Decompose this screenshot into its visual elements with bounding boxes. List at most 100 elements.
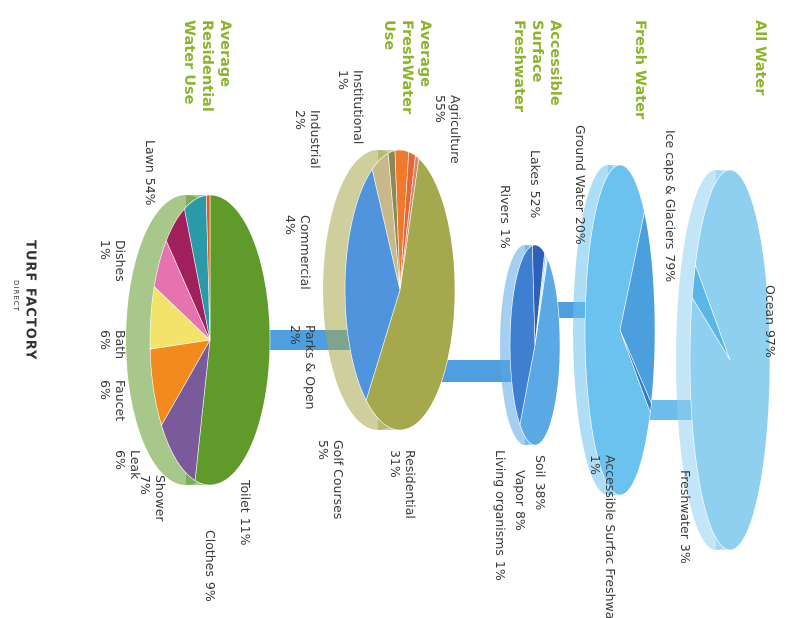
section-title: AverageFreshWaterUse <box>381 20 433 115</box>
slice-label: Soil 38% <box>534 455 549 510</box>
title-line: Average <box>217 20 233 87</box>
slice-category: Rivers <box>499 185 514 224</box>
slice-label: Accessible Surfac Freshwater1% <box>589 455 619 618</box>
slice-value: 4% <box>284 215 299 235</box>
slice-category: Ground Water <box>574 125 589 213</box>
pie-slice <box>399 155 420 291</box>
slice-category: Toilet <box>239 479 254 513</box>
slice-value: 6% <box>99 330 114 350</box>
slice-label: Institutional1% <box>337 70 367 144</box>
pie-slice <box>619 329 652 413</box>
slice-category: Ice caps & Glaciers <box>664 130 679 249</box>
slice-value: 2% <box>289 325 304 345</box>
slice-category: Living organisms <box>494 450 509 556</box>
slice-label: Rivers 1% <box>499 185 514 249</box>
logo: TURF FACTORY DIRECT <box>12 240 38 360</box>
title-line: Average <box>417 20 433 87</box>
slice-value: 1% <box>99 240 114 260</box>
slice-category: Agriculture <box>449 95 464 164</box>
slice-value: 2% <box>294 110 309 130</box>
pie-chart: Fresh Water Ice caps & Glaciers 79% Ground … <box>573 20 679 618</box>
slice-label: Industrial2% <box>294 110 324 169</box>
slice-label: Vapor 8% <box>514 470 529 531</box>
slice-category: Accessible Surfac Freshwater <box>604 455 619 618</box>
slice-category: Shower <box>154 475 169 522</box>
slice-label: Leak6% <box>114 450 144 480</box>
slice-category: Vapor <box>514 470 529 507</box>
pie-slice <box>149 339 211 426</box>
pie-slice <box>205 194 211 341</box>
slice-value: 97% <box>764 330 779 358</box>
slice-label: Lakes 52% <box>529 150 544 219</box>
slice-label: Faucet6% <box>99 380 129 421</box>
slice-category: Soil <box>534 455 549 478</box>
pie-slice <box>691 264 731 361</box>
pie-slice <box>534 254 548 346</box>
slice-value: 52% <box>529 191 544 219</box>
slice-category: Golf Courses <box>332 440 347 519</box>
slice-value: 1% <box>494 561 509 581</box>
slice-category: Parks & Open <box>304 325 319 410</box>
section-title: AccessibleSurfaceFreshwater <box>511 20 563 113</box>
pie-chart: AccessibleSurfaceFreshwater Lakes 52% Soil 3… <box>494 20 564 581</box>
slice-value: 55% <box>434 95 449 123</box>
rotated-layer: TURF FACTORY DIRECT All Water Ocean 97% Fre… <box>12 20 779 618</box>
slice-value: 11% <box>239 518 254 546</box>
pie-chart: AverageResidentialWater Use Lawn 54% Toilet… <box>99 20 271 602</box>
slice-value: 1% <box>499 229 514 249</box>
slice-value: 6% <box>99 380 114 400</box>
slice-category: Bath <box>114 330 129 359</box>
slice-value: 20% <box>574 217 589 245</box>
pie-slice <box>519 257 561 446</box>
slice-category: Commercial <box>299 215 314 290</box>
slice-label: Dishes1% <box>99 240 129 282</box>
slice-category: Leak <box>129 450 144 480</box>
slice-label: Ground Water 20% <box>574 125 589 245</box>
slice-label: Shower7% <box>139 475 169 522</box>
slice-value: 5% <box>317 440 332 460</box>
pie-slice <box>509 245 536 425</box>
slice-label: Living organisms 1% <box>494 450 509 581</box>
slice-value: 3% <box>679 544 694 564</box>
logo-name: TURF FACTORY <box>23 240 38 360</box>
slice-value: 38% <box>534 483 549 511</box>
slice-label: Ice caps & Glaciers 79% <box>664 130 679 282</box>
slice-category: Lawn <box>144 140 159 173</box>
slice-category: Clothes <box>204 530 219 577</box>
slice-value: 6% <box>114 450 129 470</box>
pie-slice <box>584 164 651 496</box>
slice-label: Commercial4% <box>284 215 314 290</box>
slice-label: Parks & Open2% <box>289 325 319 410</box>
slice-value: 79% <box>664 254 679 282</box>
pie-slice <box>161 339 211 481</box>
pie-chart: AverageFreshWaterUseAgriculture55%Reside… <box>284 20 464 519</box>
title-line: Residential <box>199 20 215 112</box>
slice-label: Freshwater 3% <box>679 470 694 564</box>
slice-label: Toilet 11% <box>239 479 254 546</box>
pie-chart: All Water Ocean 97% Freshwater 3% <box>676 20 779 564</box>
slice-category: Lakes <box>529 150 544 186</box>
slice-category: Institutional <box>352 70 367 144</box>
slice-category: Faucet <box>114 380 129 421</box>
title-line: Accessible <box>547 20 563 106</box>
slice-label: Agriculture55% <box>434 95 464 164</box>
slice-value: 8% <box>514 511 529 531</box>
section-title: Fresh Water <box>632 20 648 120</box>
slice-category: Residential <box>404 450 419 519</box>
section-title: All Water <box>752 20 768 96</box>
logo-sub: DIRECT <box>12 280 20 312</box>
slice-value: 1% <box>589 455 604 475</box>
slice-category: Dishes <box>114 240 129 282</box>
slice-category: Ocean <box>764 285 779 325</box>
slice-value: 1% <box>337 70 352 90</box>
slice-label: Residential31% <box>389 450 419 519</box>
pie-slice <box>344 168 401 402</box>
slice-label: Bath6% <box>99 330 129 359</box>
pie-slice <box>619 212 656 405</box>
title-line: FreshWater <box>399 20 415 115</box>
slice-value: 9% <box>204 582 219 602</box>
slice-value: 54% <box>144 178 159 206</box>
title-line: All Water <box>752 20 768 96</box>
title-line: Use <box>381 20 397 50</box>
